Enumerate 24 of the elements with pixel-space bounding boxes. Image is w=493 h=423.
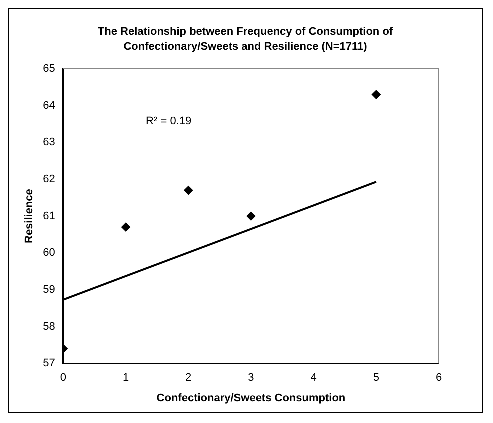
x-axis-title: Confectionary/Sweets Consumption [156,392,346,404]
y-tick-label: 62 [43,174,56,186]
y-tick-label: 64 [43,100,56,112]
annotation: R² = 0.19 [146,116,192,128]
y-tick-label: 65 [43,63,56,76]
x-tick-label: 1 [122,372,130,384]
x-tick-label: 0 [60,372,66,384]
y-axis-title: Resilience [24,189,36,244]
point [246,212,256,221]
chart-title: The Relationship between Frequency of Consumption of Confectionary/Sweets and Resilience (N=1711) [96,25,394,55]
y-tick-label: 60 [43,247,56,260]
x-tick-label: 6 [436,372,442,384]
point [372,90,381,100]
x-tick-label: 2 [186,372,192,384]
x-tick-label: 4 [310,372,317,384]
x-tick-label: 5 [373,372,380,384]
y-tick-label: 58 [43,320,56,333]
x-tick-label: 3 [248,372,254,384]
point [184,186,194,196]
point [122,222,131,232]
y-tick-label: 59 [43,284,56,296]
y-tick-label: 63 [43,136,56,149]
y-tick-label: 57 [43,358,56,370]
y-tick-label: 61 [43,210,56,222]
